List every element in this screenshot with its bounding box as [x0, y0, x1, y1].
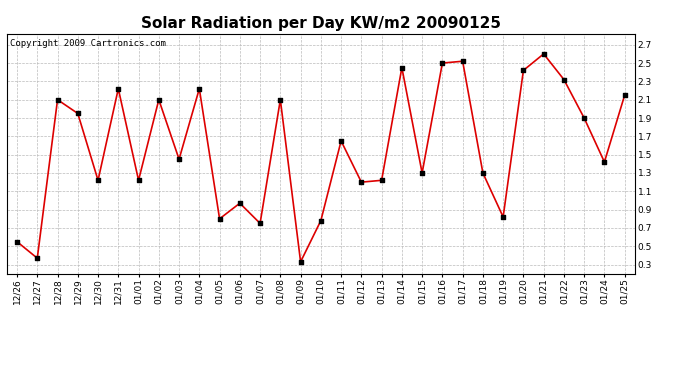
Point: [133, 177, 144, 183]
Point: [153, 97, 164, 103]
Point: [335, 138, 346, 144]
Text: Copyright 2009 Cartronics.com: Copyright 2009 Cartronics.com: [10, 39, 166, 48]
Point: [12, 239, 23, 245]
Point: [599, 159, 610, 165]
Point: [619, 92, 630, 98]
Point: [295, 259, 306, 265]
Point: [32, 255, 43, 261]
Point: [255, 220, 266, 226]
Point: [194, 86, 205, 92]
Point: [174, 156, 185, 162]
Point: [477, 170, 489, 176]
Point: [315, 217, 326, 223]
Point: [356, 179, 367, 185]
Point: [396, 64, 407, 70]
Point: [417, 170, 428, 176]
Point: [72, 111, 83, 117]
Point: [437, 60, 448, 66]
Point: [92, 177, 104, 183]
Point: [376, 177, 387, 183]
Point: [558, 76, 569, 82]
Point: [457, 58, 468, 64]
Point: [518, 68, 529, 74]
Point: [579, 115, 590, 121]
Point: [538, 51, 549, 57]
Point: [112, 86, 124, 92]
Point: [214, 216, 225, 222]
Point: [275, 97, 286, 103]
Point: [497, 214, 509, 220]
Title: Solar Radiation per Day KW/m2 20090125: Solar Radiation per Day KW/m2 20090125: [141, 16, 501, 31]
Point: [235, 200, 246, 206]
Point: [52, 97, 63, 103]
